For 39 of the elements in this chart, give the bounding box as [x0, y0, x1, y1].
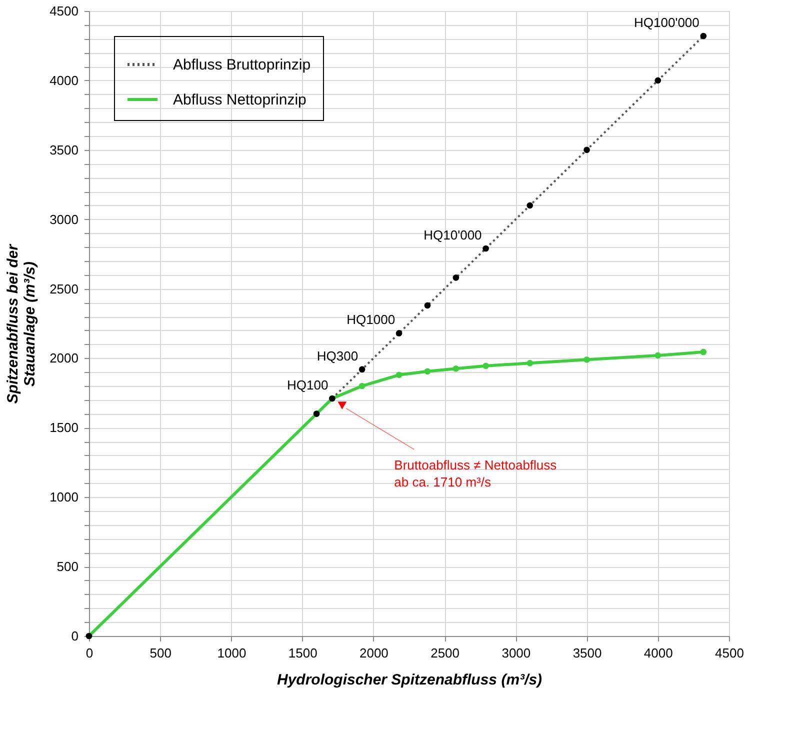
y-axis-title: Spitzenabfluss bei der Stauanlage (m³/s) — [4, 243, 39, 404]
x-tick-label: 4000 — [644, 646, 673, 660]
y-tick-label: 2500 — [50, 281, 78, 296]
x-tick-label: 3500 — [572, 646, 602, 660]
x-tick-label: 1500 — [288, 646, 318, 660]
y-tick-label: 3500 — [50, 142, 78, 158]
point — [452, 365, 460, 372]
x-tick-label: 0 — [86, 646, 94, 660]
x-tick-label: 1000 — [217, 646, 246, 660]
annotation: HQ1000 — [346, 312, 396, 328]
y-tick-label: 4500 — [50, 4, 78, 18]
y-tick-label: 1000 — [50, 490, 78, 505]
y-tick-label: 1500 — [50, 420, 78, 436]
y-tick-label: 3000 — [50, 212, 78, 227]
y-tick-label: 4000 — [50, 72, 78, 88]
point — [396, 372, 402, 378]
point — [358, 382, 366, 390]
x-tick-label: 4500 — [715, 646, 744, 660]
annotation: Bruttoabfluss ≠ Nettoabfluss ab ca. 1710 m³/s — [394, 457, 558, 490]
point — [424, 368, 431, 375]
point — [700, 348, 707, 356]
x-tick-label: 3000 — [502, 646, 531, 660]
annotation: HQ300 — [316, 348, 358, 364]
annotation: HQ10'000 — [424, 228, 482, 242]
y-tick-label: 0 — [71, 628, 78, 644]
x-tick-label: 500 — [150, 646, 172, 660]
point — [584, 356, 590, 363]
point — [526, 360, 534, 366]
x-tick-label: 2000 — [359, 646, 388, 660]
annotation: HQ100'000 — [634, 15, 700, 30]
x-axis-title: Hydrologischer Spitzenabfluss (m³/s) — [276, 672, 542, 688]
point — [482, 362, 489, 370]
point — [654, 352, 662, 359]
y-tick-label: 2000 — [50, 350, 78, 366]
legend-label: Abfluss Bruttoprinzip — [173, 56, 311, 74]
annotation: HQ100 — [286, 378, 328, 392]
x-tick-label: 2500 — [430, 646, 460, 660]
legend-label: Abfluss Nettoprinzip — [173, 92, 306, 108]
y-tick-label: 500 — [56, 559, 78, 574]
